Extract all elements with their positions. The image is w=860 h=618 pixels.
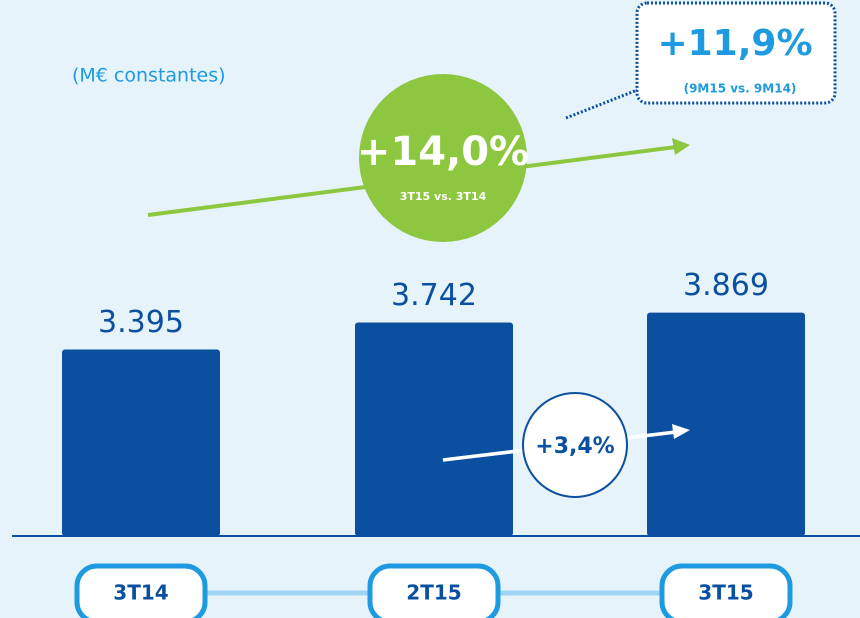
- arrow-head: [672, 138, 690, 155]
- x-tick-label: 3T14: [113, 581, 168, 605]
- qoq-circle: [522, 392, 628, 498]
- value-label: 3.742: [391, 278, 477, 313]
- bar: [62, 349, 220, 536]
- annotation: +3,4%: [535, 434, 614, 459]
- bar: [355, 322, 513, 536]
- bar: [647, 312, 805, 536]
- x-tick-label: 2T15: [406, 581, 461, 605]
- annotation: +14,0%: [357, 129, 529, 175]
- category-pill: [74, 563, 208, 618]
- category-pill: [659, 563, 793, 618]
- annotation: +11,9%: [657, 23, 812, 64]
- value-label: 3.395: [98, 305, 184, 340]
- value-label: 3.869: [683, 268, 769, 303]
- annotation: (9M15 vs. 9M14): [684, 82, 797, 96]
- callout-box: [635, 1, 837, 105]
- arrow-head: [672, 424, 690, 439]
- x-tick-label: 3T15: [698, 581, 753, 605]
- callout-tail: [565, 83, 651, 120]
- annotation: 3T15 vs. 3T14: [400, 190, 487, 203]
- category-pill: [367, 563, 501, 618]
- subtitle: (M€ constantes): [72, 65, 226, 87]
- growth-circle: [359, 74, 527, 242]
